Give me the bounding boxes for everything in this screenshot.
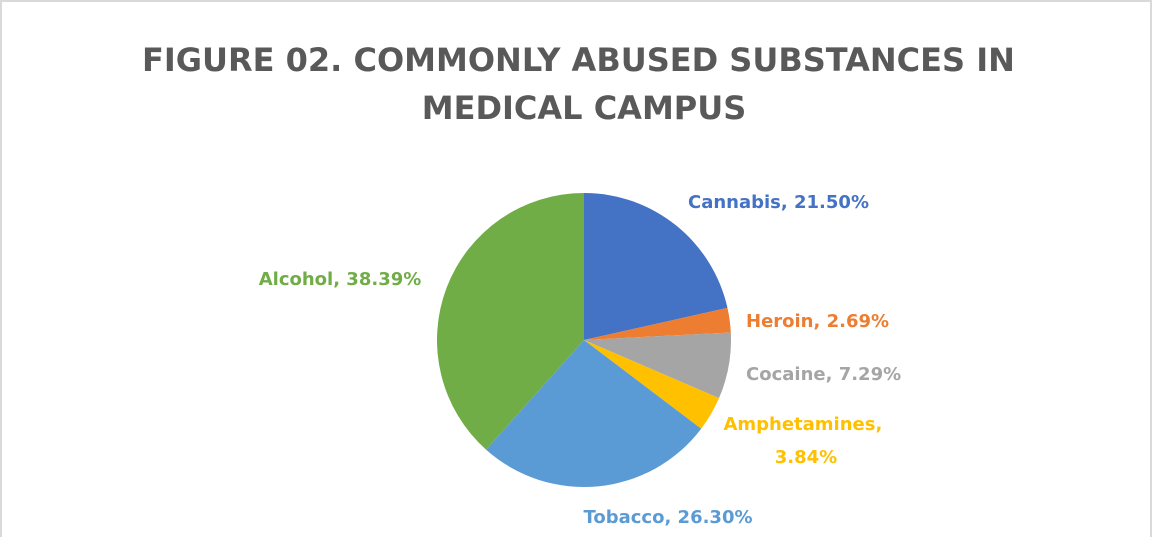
data-label: Alcohol, 38.39%	[259, 269, 422, 290]
data-label: Tobacco, 26.30%	[583, 507, 752, 528]
pie-slice	[486, 340, 702, 488]
pie-slice	[584, 340, 719, 429]
chart-title: FIGURE 02. COMMONLY ABUSED SUBSTANCES IN…	[142, 41, 1026, 127]
pie-slice	[584, 332, 731, 399]
data-label: Heroin, 2.69%	[746, 311, 889, 332]
data-label: Cocaine, 7.29%	[746, 364, 901, 385]
data-label: Amphetamines, 3.84%	[723, 414, 888, 468]
pie-slice	[584, 307, 731, 340]
data-label: Cannabis, 21.50%	[688, 192, 869, 213]
pie-slice	[436, 193, 584, 450]
pie-slice	[584, 193, 728, 340]
